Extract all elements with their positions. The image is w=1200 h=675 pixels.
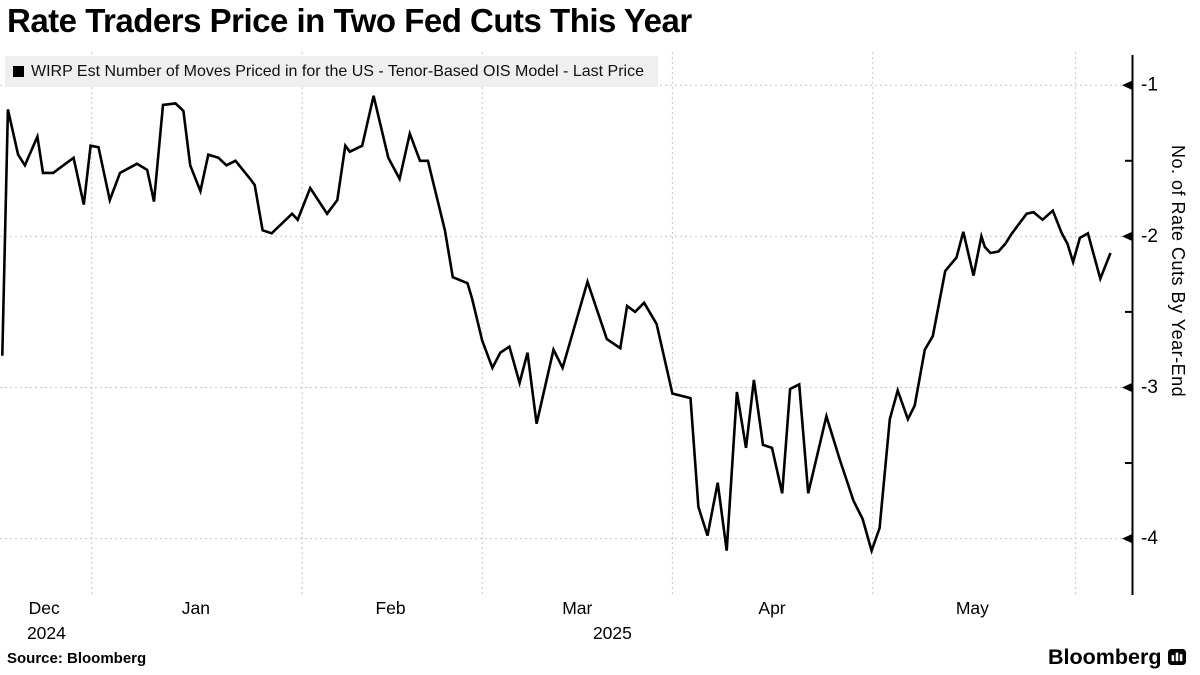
x-tick-year-label: 2024 (27, 623, 66, 643)
y-major-tick (1122, 231, 1133, 242)
legend-label: WIRP Est Number of Moves Priced in for t… (31, 62, 644, 80)
x-tick-year-label: 2025 (593, 623, 632, 643)
series-line (1, 95, 1112, 555)
x-tick-label: Apr (758, 598, 785, 618)
x-tick-label: Mar (562, 598, 592, 618)
y-tick-label: -1 (1141, 75, 1158, 96)
y-tick-label: -3 (1141, 377, 1158, 398)
bloomberg-logo: Bloomberg (1048, 645, 1187, 670)
x-tick-label: Jan (182, 598, 210, 618)
bloomberg-logo-text: Bloomberg (1048, 645, 1162, 669)
y-tick-label: -4 (1141, 528, 1158, 549)
chart-title: Rate Traders Price in Two Fed Cuts This … (7, 2, 692, 39)
y-tick-label: -2 (1141, 226, 1158, 247)
x-tick-label: Feb (375, 598, 405, 618)
y-major-tick (1122, 533, 1133, 544)
bloomberg-terminal-icon (1168, 649, 1187, 665)
x-tick-label: May (956, 598, 989, 618)
x-tick-label: Dec (29, 598, 60, 618)
legend-marker-icon (13, 66, 24, 77)
y-axis-title: No. of Rate Cuts By Year-End (1168, 145, 1188, 398)
legend: WIRP Est Number of Moves Priced in for t… (5, 56, 658, 87)
y-major-tick (1122, 382, 1133, 393)
y-major-tick (1122, 80, 1133, 91)
source-note: Source: Bloomberg (7, 650, 147, 667)
